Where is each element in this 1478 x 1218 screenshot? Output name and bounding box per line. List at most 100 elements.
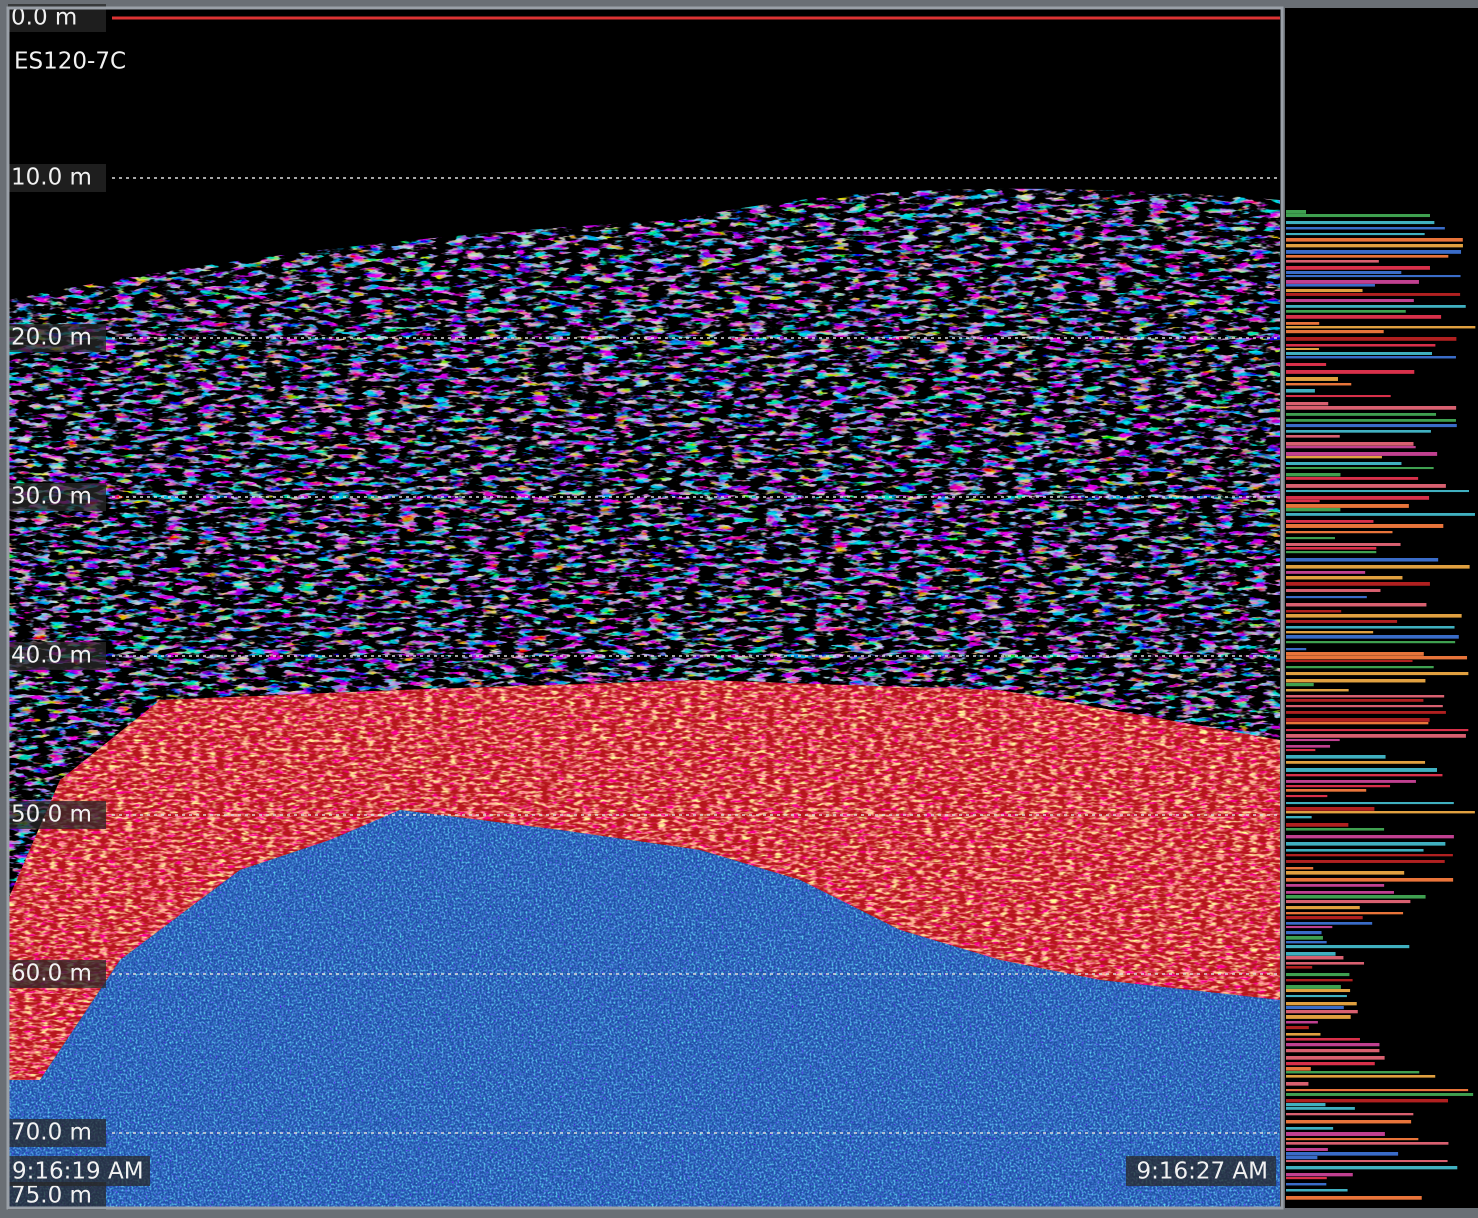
- profile-bar: [1286, 1183, 1326, 1185]
- profile-bar: [1286, 926, 1332, 928]
- profile-bar: [1286, 695, 1444, 697]
- profile-bar: [1286, 1189, 1348, 1191]
- profile-bar: [1286, 430, 1431, 433]
- profile-bar: [1286, 395, 1391, 397]
- profile-bar: [1286, 842, 1445, 846]
- profile-bar: [1286, 1113, 1413, 1115]
- profile-bar: [1286, 718, 1430, 722]
- profile-bar: [1286, 635, 1459, 639]
- profile-bar: [1286, 402, 1328, 405]
- profile-bar: [1286, 966, 1312, 969]
- profile-bar: [1286, 508, 1340, 511]
- depth-label: 10.0 m: [11, 165, 92, 191]
- profile-bar: [1286, 1152, 1398, 1156]
- profile-bar: [1286, 755, 1386, 759]
- profile-bar: [1286, 749, 1315, 751]
- depth-label: 70.0 m: [11, 1120, 92, 1146]
- profile-bar: [1286, 589, 1380, 592]
- profile-bar: [1286, 1138, 1418, 1140]
- profile-bar: [1286, 490, 1469, 492]
- profile-bar: [1286, 1103, 1325, 1106]
- profile-bar: [1286, 705, 1443, 707]
- profile-bar: [1286, 1010, 1358, 1013]
- profile-bar: [1286, 1026, 1309, 1029]
- page: 0.0 m10.0 m20.0 m30.0 m40.0 m50.0 m60.0 …: [0, 0, 1478, 1218]
- profile-bar: [1286, 683, 1314, 686]
- profile-bar: [1286, 275, 1461, 277]
- profile-bar: [1286, 666, 1434, 668]
- profile-bar: [1286, 956, 1343, 959]
- profile-bar: [1286, 284, 1375, 287]
- profile-bar: [1286, 462, 1401, 465]
- profile-bar: [1286, 1067, 1311, 1071]
- profile-bar: [1286, 238, 1463, 242]
- profile-bar: [1286, 1166, 1457, 1169]
- profile-bar: [1286, 1049, 1379, 1052]
- profile-bar: [1286, 504, 1409, 508]
- profile-bar: [1286, 734, 1466, 738]
- profile-bar: [1286, 620, 1397, 623]
- profile-bar: [1286, 337, 1456, 341]
- profile-bar: [1286, 565, 1470, 569]
- profile-bar: [1286, 266, 1430, 270]
- profile-bar: [1286, 255, 1448, 258]
- profile-bar: [1286, 745, 1330, 748]
- profile-bar: [1286, 214, 1430, 217]
- profile-bar: [1286, 916, 1363, 919]
- profile-bar: [1286, 729, 1468, 731]
- profile-bar: [1286, 985, 1341, 989]
- profile-bar: [1286, 496, 1429, 500]
- profile-bar: [1286, 679, 1425, 682]
- profile-bar: [1286, 537, 1335, 539]
- profile-bar: [1286, 596, 1367, 598]
- profile-bar: [1286, 941, 1327, 943]
- profile-bar: [1286, 1160, 1448, 1162]
- depth-label: 75.0 m: [11, 1183, 92, 1209]
- profile-bar: [1286, 1196, 1422, 1200]
- depth-label: 20.0 m: [11, 325, 92, 351]
- profile-bar: [1286, 795, 1327, 797]
- profile-bar: [1286, 315, 1441, 319]
- profile-bar: [1286, 558, 1438, 562]
- profile-bar: [1286, 895, 1426, 899]
- profile-bar: [1286, 854, 1453, 856]
- profile-bar: [1286, 871, 1404, 875]
- profile-bar: [1286, 344, 1435, 347]
- profile-bar: [1286, 689, 1349, 691]
- profile-bar: [1286, 878, 1453, 882]
- profile-bar: [1286, 363, 1326, 366]
- profile-bar: [1286, 419, 1456, 422]
- profile-bar: [1286, 739, 1340, 741]
- profile-bar: [1286, 768, 1437, 772]
- profile-bar: [1286, 722, 1428, 724]
- profile-bar: [1286, 435, 1340, 438]
- profile-bar: [1286, 835, 1454, 838]
- profile-bar: [1286, 789, 1366, 792]
- profile-bar: [1286, 641, 1455, 643]
- profile-bar: [1286, 221, 1434, 224]
- profile-bar: [1286, 962, 1364, 965]
- profile-bar: [1286, 672, 1468, 675]
- profile-bar: [1286, 1056, 1385, 1060]
- profile-bar: [1286, 823, 1348, 827]
- profile-bar: [1286, 900, 1410, 903]
- profile-bar: [1286, 293, 1460, 296]
- profile-bar: [1286, 922, 1372, 925]
- profile-bar: [1286, 979, 1353, 981]
- profile-bar: [1286, 936, 1323, 940]
- profile-bar: [1286, 603, 1426, 606]
- profile-bar: [1286, 828, 1384, 831]
- profile-bar: [1286, 1099, 1448, 1102]
- profile-bar: [1286, 761, 1425, 764]
- profile-bar: [1286, 520, 1373, 523]
- profile-bar: [1286, 210, 1306, 214]
- profile-bar: [1286, 280, 1419, 284]
- profile-bar: [1286, 610, 1341, 612]
- profile-bar: [1286, 383, 1351, 385]
- profile-bar: [1286, 807, 1374, 811]
- profile-bar: [1286, 867, 1313, 869]
- profile-bar: [1286, 244, 1463, 247]
- profile-bar: [1286, 305, 1466, 308]
- profile-bar: [1286, 352, 1432, 355]
- profile-bar: [1286, 648, 1306, 650]
